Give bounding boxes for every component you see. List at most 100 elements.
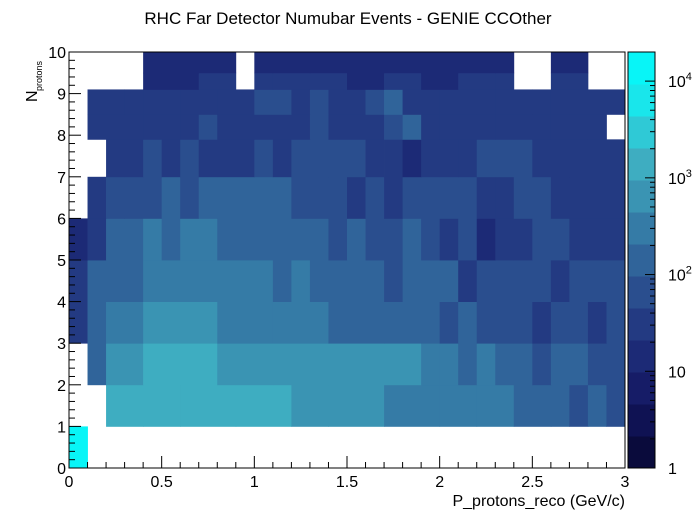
heatmap-cell — [606, 343, 626, 386]
y-axis-title-sub: protons — [34, 60, 44, 91]
heatmap-cell — [458, 301, 478, 344]
heatmap-cell — [309, 72, 348, 90]
heatmap-cell — [198, 114, 218, 140]
heatmap-cell — [217, 218, 274, 261]
heatmap-cell — [439, 89, 478, 115]
heatmap-cell — [198, 52, 237, 74]
heatmap-cell — [124, 218, 144, 261]
heatmap-cell — [365, 89, 385, 115]
heatmap-cell — [402, 218, 422, 261]
heatmap-cell — [587, 114, 607, 140]
heatmap-cell — [495, 343, 515, 386]
heatmap-cell — [69, 218, 88, 261]
y-tick-label: 8 — [57, 128, 66, 145]
color-scale-ticks: 1 10 102 103 104 — [645, 51, 692, 478]
heatmap-cell — [384, 72, 422, 90]
heatmap-cell — [384, 139, 403, 178]
heatmap-cell — [217, 89, 255, 115]
heatmap-cell — [143, 52, 163, 74]
heatmap-cell — [458, 139, 478, 178]
color-scale-swatch — [628, 148, 655, 181]
heatmap-cell — [106, 384, 144, 427]
heatmap-cell — [291, 260, 311, 302]
heatmap-cell — [328, 218, 348, 261]
x-tick-label: 1 — [250, 474, 259, 491]
heatmap-cell — [198, 139, 255, 178]
heatmap-cell — [198, 176, 218, 219]
heatmap-cell — [254, 89, 292, 115]
heatmap-cell — [569, 384, 589, 427]
heatmap-cell — [106, 260, 144, 302]
y-tick-label: 1 — [57, 419, 66, 436]
z-tick-label: 10 — [668, 364, 686, 381]
heatmap-cell — [513, 384, 552, 427]
heatmap-cell — [384, 89, 403, 115]
x-tick-label: 2.5 — [521, 474, 543, 491]
heatmap-cell — [309, 260, 385, 302]
heatmap-cell — [550, 114, 589, 140]
heatmap-cell — [217, 301, 274, 344]
heatmap-cell — [421, 218, 441, 261]
heatmap-cell — [439, 301, 459, 344]
heatmap-cell — [309, 218, 329, 261]
heatmap-cell — [569, 260, 626, 302]
heatmap-cell — [532, 114, 552, 140]
heatmap-cell — [328, 176, 348, 219]
heatmap-cell — [328, 343, 385, 386]
y-axis-ticks: 0 1 2 3 4 5 6 7 8 9 10 — [48, 45, 81, 478]
chart-title: RHC Far Detector Numubar Events - GENIE … — [144, 9, 552, 28]
heatmap-cell — [384, 52, 422, 74]
heatmap-cell — [402, 176, 441, 219]
heatmap-cell — [328, 384, 385, 427]
heatmap-cell — [402, 139, 422, 178]
heatmap-cell — [365, 176, 385, 219]
heatmap-cell — [106, 218, 125, 261]
heatmap-cell — [513, 343, 533, 386]
heatmap-cell — [532, 218, 570, 261]
heatmap-cell — [402, 114, 422, 140]
heatmap-cell — [476, 343, 496, 386]
heatmap-cell — [143, 301, 218, 344]
x-tick-label: 1.5 — [336, 474, 358, 491]
heatmap-cell — [161, 52, 200, 74]
heatmap-cell — [495, 176, 515, 219]
heatmap-cell — [328, 114, 385, 140]
heatmap-cell — [180, 260, 274, 302]
heatmap-cell — [458, 260, 478, 302]
heatmap-cell — [198, 72, 237, 90]
heatmap-cell — [532, 301, 552, 344]
heatmap-cell — [87, 89, 125, 115]
heatmap-cell — [365, 218, 403, 261]
heatmap-cell — [402, 89, 441, 115]
heatmap-cell — [587, 343, 607, 386]
heatmap-cell — [291, 176, 329, 219]
heatmap-cell — [550, 343, 570, 386]
heatmap-cell — [180, 176, 200, 219]
heatmap-cell — [235, 384, 292, 427]
heatmap-cell — [87, 114, 144, 140]
heatmap-cell — [180, 139, 200, 178]
heatmap-cell — [421, 114, 441, 140]
heatmap-cell — [384, 343, 422, 386]
y-tick-label: 0 — [57, 461, 66, 478]
z-tick-label: 1 — [668, 461, 677, 478]
heatmap-cell — [384, 384, 441, 427]
heatmap-cell — [384, 176, 403, 219]
color-scale-swatch — [628, 52, 655, 85]
heatmap-cell — [87, 176, 107, 219]
color-scale-swatch — [628, 436, 655, 469]
heatmap-cell — [161, 139, 181, 178]
heatmap-cell — [476, 176, 496, 219]
heatmap-cell — [569, 89, 626, 115]
heatmap-cell — [550, 72, 589, 90]
heatmap-cell — [402, 260, 459, 302]
heatmap-cell — [106, 139, 144, 178]
heatmap-cell — [217, 114, 255, 140]
z-tick-label: 102 — [668, 265, 692, 285]
y-axis-title-main: N — [24, 90, 41, 102]
heatmap-cell — [495, 114, 515, 140]
heatmap-cell — [87, 343, 107, 386]
heatmap-cell — [458, 52, 496, 74]
heatmap-cell — [347, 72, 385, 90]
heatmap-cell — [161, 218, 181, 261]
